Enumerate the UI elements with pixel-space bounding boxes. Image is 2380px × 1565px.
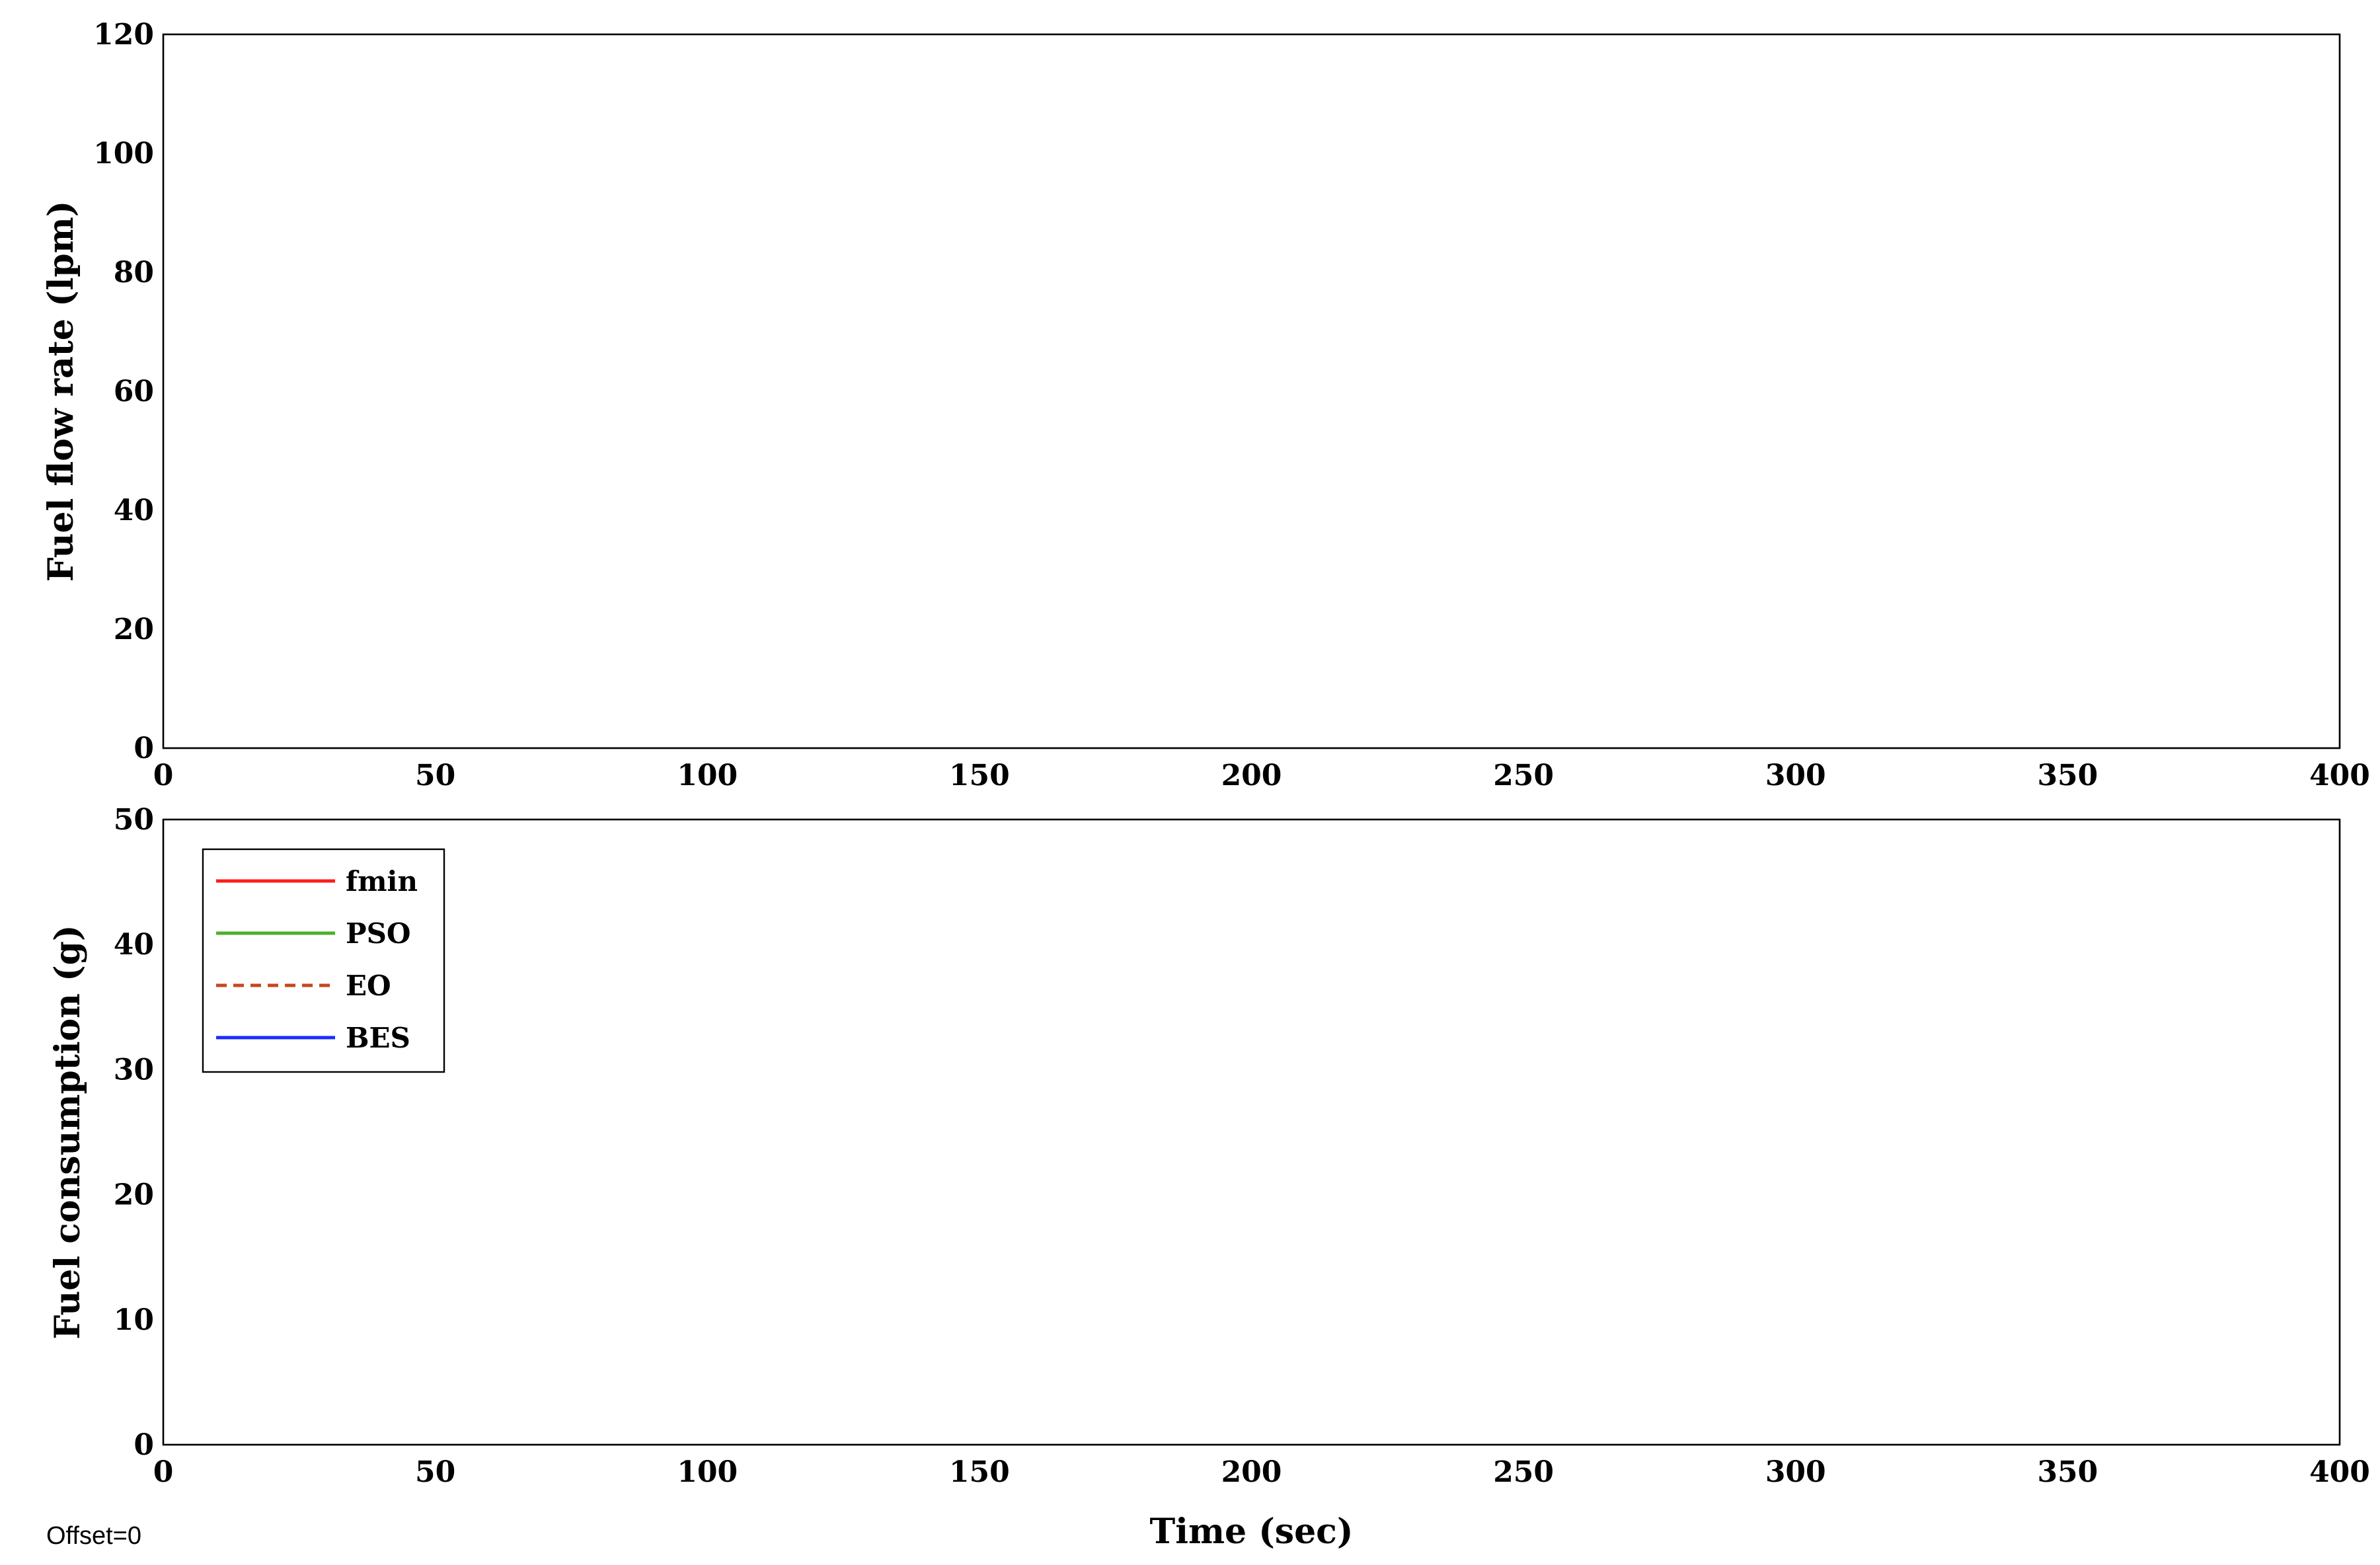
x-tick-label: 250 (1493, 1455, 1554, 1489)
x-axis-label: Time (sec) (1150, 1511, 1354, 1552)
plot-frame (162, 818, 2341, 1446)
legend-label-bes: BES (346, 1022, 410, 1054)
y-tick-label: 80 (114, 256, 154, 289)
y-axis-label: Fuel flow rate (lpm) (41, 201, 81, 582)
x-tick-label: 0 (153, 1455, 174, 1489)
y-axis-label: Fuel consumption (g) (48, 925, 88, 1339)
fuel-consumption-plot: 0 50 100 150 200 250 300 350 400 0 10 20 30 40 50 Fuel … (48, 803, 2370, 1552)
y-tick-label: 0 (134, 1428, 154, 1462)
x-tick-label: 200 (1221, 759, 1282, 792)
y-tick-label: 60 (114, 375, 154, 408)
x-tick-label: 50 (415, 1455, 455, 1489)
x-tick-label: 400 (2309, 759, 2370, 792)
y-tick-label: 0 (134, 732, 154, 765)
x-tick-label: 100 (677, 759, 738, 792)
x-tick-label: 300 (1765, 759, 1826, 792)
x-tick-label: 50 (415, 759, 455, 792)
y-tick-label: 100 (93, 137, 154, 171)
y-tick-label: 40 (114, 928, 154, 962)
x-tick-label: 350 (2037, 1455, 2098, 1489)
y-tick-label: 30 (114, 1053, 154, 1087)
fuel-flow-rate-plot: 0 50 100 150 200 250 300 350 400 0 20 40 60 80 100 120 F… (41, 18, 2370, 792)
x-tick-label: 200 (1221, 1455, 1282, 1489)
x-tick-label: 150 (949, 1455, 1010, 1489)
legend-label-fmin: fmin (346, 865, 418, 897)
y-tick-label: 20 (114, 613, 154, 646)
plot-frame (162, 33, 2341, 749)
legend-label-pso: PSO (346, 917, 411, 950)
y-tick-label: 10 (114, 1303, 154, 1337)
y-tick-label: 50 (114, 803, 154, 837)
legend-label-eo: EO (346, 970, 391, 1002)
x-tick-label: 150 (949, 759, 1010, 792)
legend: fmin PSO EO BES (202, 848, 445, 1073)
x-tick-label: 400 (2309, 1455, 2370, 1489)
y-tick-label: 20 (114, 1178, 154, 1212)
legend-box (202, 848, 445, 1073)
x-tick-label: 0 (153, 759, 174, 792)
x-tick-label: 350 (2037, 759, 2098, 792)
x-tick-label: 100 (677, 1455, 738, 1489)
y-tick-label: 40 (114, 494, 154, 527)
offset-label: Offset=0 (46, 1522, 141, 1550)
x-tick-label: 300 (1765, 1455, 1826, 1489)
x-tick-label: 250 (1493, 759, 1554, 792)
y-tick-label: 120 (93, 18, 154, 52)
